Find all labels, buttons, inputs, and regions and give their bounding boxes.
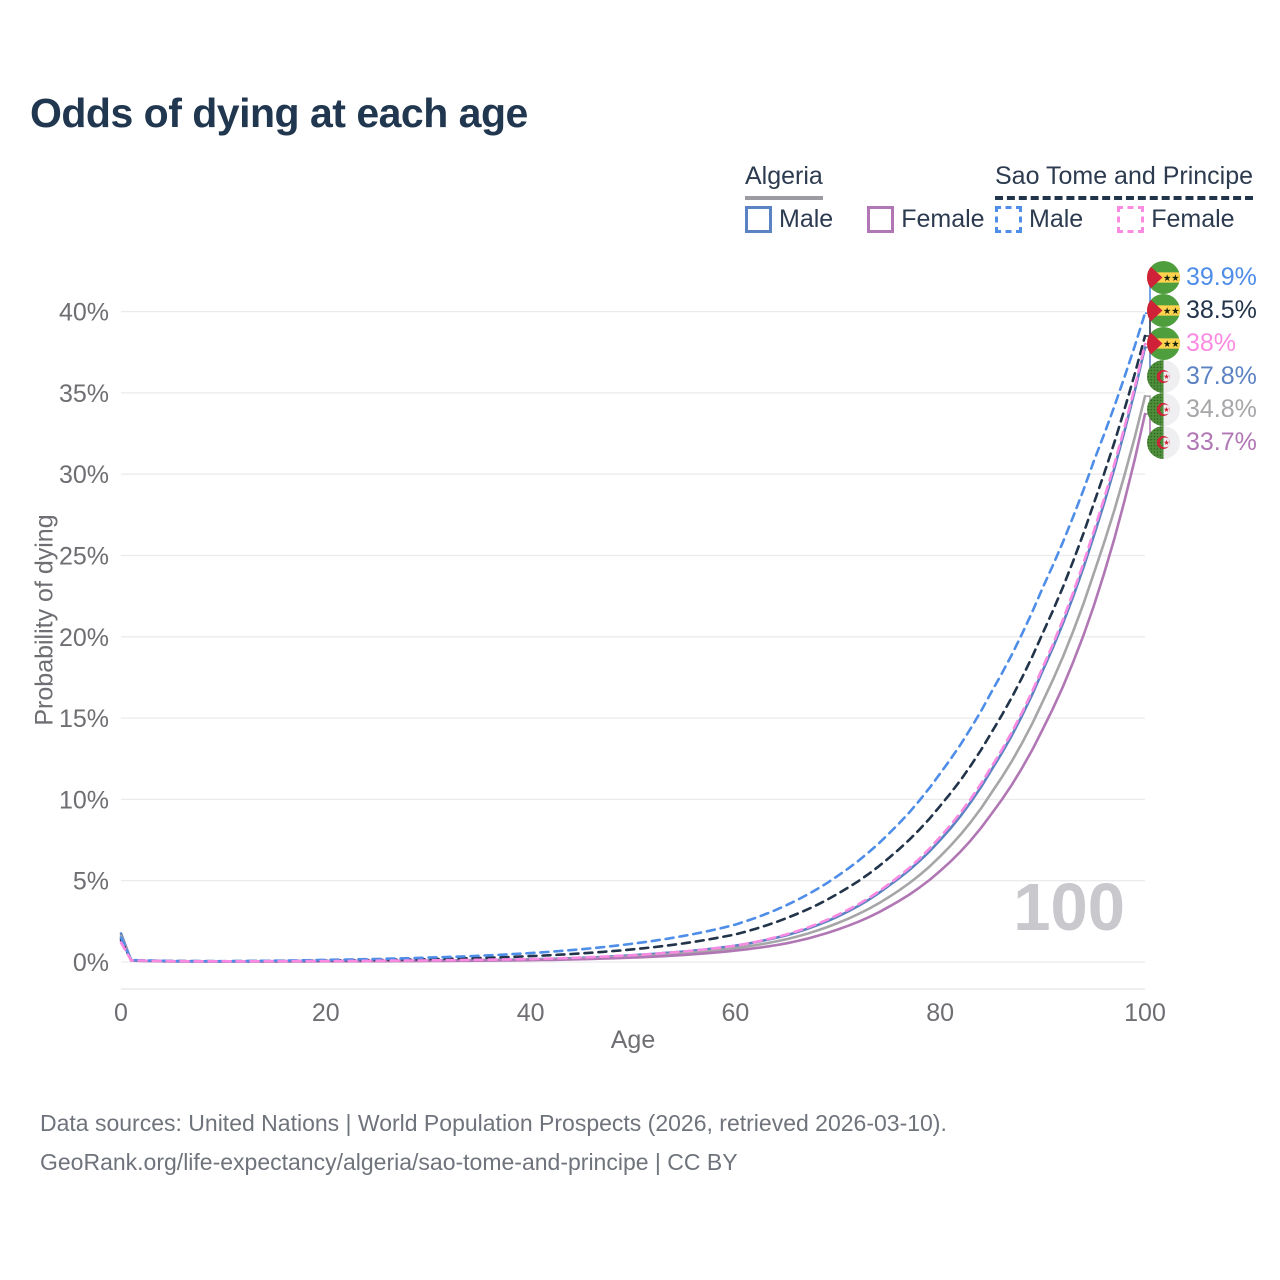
series-end-label-sao-tome-both: 38.5% [1147,294,1257,327]
legend-item-algeria-male[interactable]: Male [745,205,833,234]
y-tick-label: 20% [59,624,109,652]
series-end-value: 33.7% [1186,428,1257,456]
series-end-value: 37.8% [1186,362,1257,390]
legend-item-label: Female [1151,205,1235,233]
series-line-2[interactable] [119,342,1147,963]
attribution-note: GeoRank.org/life-expectancy/algeria/sao-… [40,1149,738,1175]
algeria-flag-icon [1147,393,1180,426]
legend-group-algeria-title: Algeria [745,162,823,200]
y-tick-label: 25% [59,543,109,571]
series-end-value: 39.9% [1186,263,1257,291]
y-tick-label: 10% [59,786,109,814]
y-tick-label: 0% [73,949,109,977]
page-title: Odds of dying at each age [30,90,528,136]
x-tick-label: 40 [517,999,545,1027]
legend-item-algeria-female[interactable]: Female [867,205,985,234]
sao-tome-and-principe-flag-icon [1147,327,1180,360]
sao-tome-female-swatch-icon [1117,206,1145,233]
legend-item-sao-tome-female[interactable]: Female [1117,205,1235,234]
legend-group-sao-tome-title: Sao Tome and Principe [995,162,1254,200]
sao-tome-male-swatch-icon [995,206,1022,233]
series-end-label-algeria-female: 33.7% [1147,426,1257,459]
algeria-flag-icon [1147,426,1180,459]
y-tick-label: 5% [73,868,109,896]
legend-item-label: Male [779,205,834,233]
legend-group-algeria-items: Male Female [745,205,985,234]
algeria-flag-icon [1147,360,1180,393]
x-tick-label: 80 [926,999,954,1027]
x-axis-title: Age [610,1026,656,1054]
series-end-label-algeria-male: 37.8% [1147,360,1257,393]
legend-item-sao-tome-male[interactable]: Male [995,205,1083,234]
y-axis-title: Probability of dying [30,514,59,726]
hovered-age-watermark: 100 [1013,870,1125,945]
y-tick-label: 35% [59,380,109,408]
legend-item-label: Female [901,205,985,233]
y-tick-label: 40% [59,299,109,327]
series-end-value: 34.8% [1186,395,1257,423]
legend-item-label: Male [1029,205,1084,233]
data-sources-note: Data sources: United Nations | World Pop… [40,1110,947,1136]
x-tick-label: 60 [721,999,749,1027]
series-end-label-algeria-both: 34.8% [1147,393,1257,426]
y-tick-label: 15% [59,705,109,733]
series-end-label-sao-tome-female: 38% [1147,327,1236,360]
series-end-label-sao-tome-male: 39.9% [1147,261,1257,294]
x-tick-label: 20 [312,999,340,1027]
algeria-male-swatch-icon [745,206,772,233]
algeria-female-swatch-icon [867,206,895,233]
x-tick-label: 0 [114,999,128,1027]
x-tick-label: 100 [1124,999,1166,1027]
sao-tome-and-principe-flag-icon [1147,261,1180,294]
sao-tome-and-principe-flag-icon [1147,294,1180,327]
y-tick-label: 30% [59,461,109,489]
legend-group-sao-tome-items: Male Female [995,205,1235,234]
series-end-value: 38.5% [1186,296,1257,324]
series-end-value: 38% [1186,329,1237,357]
